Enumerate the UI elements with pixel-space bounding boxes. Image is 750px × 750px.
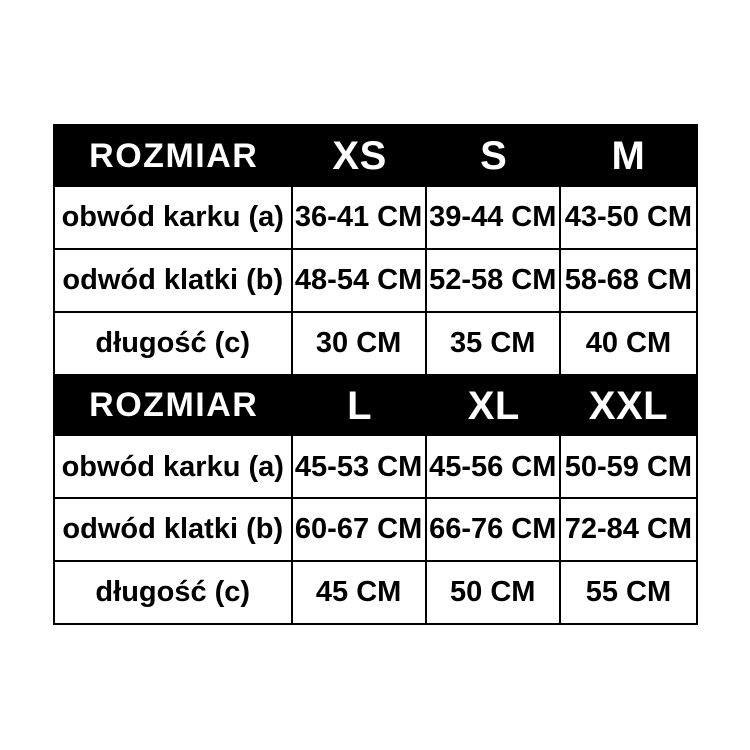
- size-value-cell: 50-59 CM: [564, 450, 693, 483]
- table-row-chest-1: odwód klatki (b) 48-54 CM 52-58 CM 58-68…: [55, 249, 696, 313]
- size-value-cell: 36-41 CM: [293, 186, 427, 248]
- header-size-xs: XS: [332, 134, 387, 179]
- size-value-cell: 40 CM: [585, 326, 672, 359]
- size-chart-header-row-2: ROZMIAR L XL XXL: [55, 375, 696, 437]
- size-value-cell: 30 CM: [293, 312, 427, 374]
- table-row-length-1: długość (c) 30 CM 35 CM 40 CM: [55, 312, 696, 376]
- row-label: odwód klatki (b): [55, 499, 293, 561]
- row-label: obwód karku (a): [55, 186, 293, 248]
- header-size-xxl: XXL: [588, 383, 669, 428]
- row-label: odwód klatki (b): [55, 249, 293, 311]
- size-chart-header-row-1: ROZMIAR XS S M: [55, 126, 696, 187]
- header-size-xl: XL: [467, 383, 520, 428]
- size-value-cell: 45-53 CM: [293, 436, 427, 498]
- size-value-cell: 45 CM: [293, 562, 427, 623]
- row-label: długość (c): [55, 562, 293, 623]
- size-value-cell: 66-76 CM: [427, 499, 561, 561]
- size-value-cell: 72-84 CM: [564, 513, 693, 546]
- size-value-cell: 52-58 CM: [427, 249, 561, 311]
- header-size-s: S: [480, 134, 508, 179]
- size-chart-table: ROZMIAR XS S M obwód karku (a) 36-41 CM …: [53, 124, 698, 625]
- table-row-length-2: długość (c) 45 CM 50 CM 55 CM: [55, 562, 696, 623]
- size-value-cell: 43-50 CM: [564, 201, 693, 234]
- size-value-cell: 50 CM: [427, 562, 561, 623]
- table-row-neck-1: obwód karku (a) 36-41 CM 39-44 CM 43-50 …: [55, 186, 696, 250]
- header-rozmiar-label: ROZMIAR: [89, 386, 259, 425]
- size-value-cell: 48-54 CM: [293, 249, 427, 311]
- size-value-cell: 60-67 CM: [293, 499, 427, 561]
- size-value-cell: 39-44 CM: [427, 186, 561, 248]
- table-row-chest-2: odwód klatki (b) 60-67 CM 66-76 CM 72-84…: [55, 499, 696, 563]
- header-rozmiar-label: ROZMIAR: [89, 136, 259, 175]
- header-size-m: M: [611, 134, 646, 179]
- row-label: obwód karku (a): [55, 436, 293, 498]
- header-size-l: L: [347, 383, 373, 428]
- size-value-cell: 55 CM: [585, 576, 672, 609]
- size-value-cell: 58-68 CM: [564, 263, 693, 296]
- size-value-cell: 45-56 CM: [427, 436, 561, 498]
- size-value-cell: 35 CM: [427, 312, 561, 374]
- row-label: długość (c): [55, 312, 293, 374]
- table-row-neck-2: obwód karku (a) 45-53 CM 45-56 CM 50-59 …: [55, 436, 696, 500]
